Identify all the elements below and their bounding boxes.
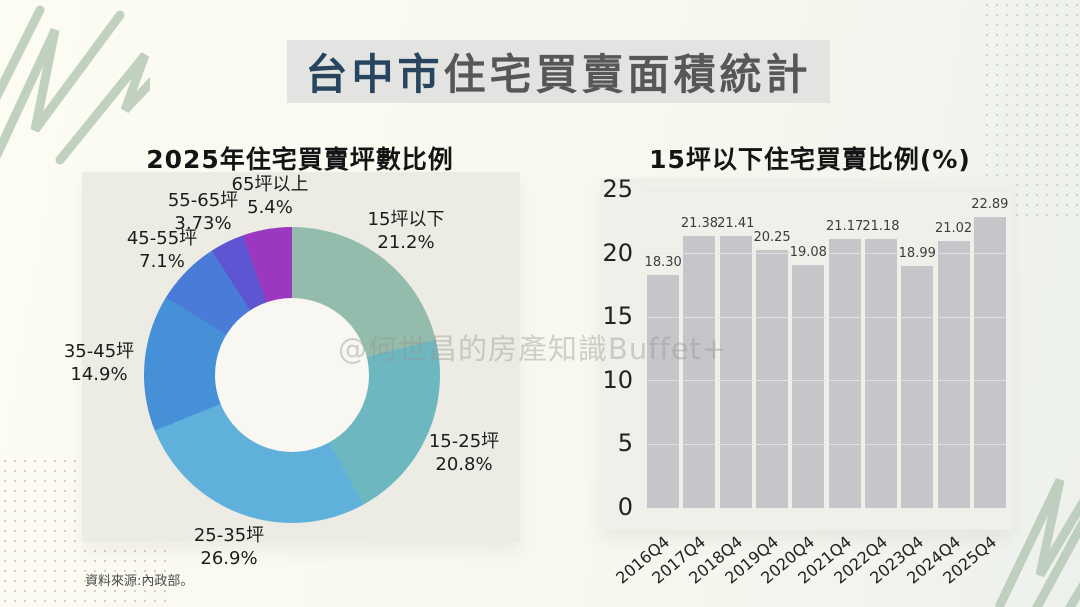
donut-label-text: 65坪以上 <box>231 174 309 195</box>
donut-label-text: 55-65坪 <box>167 190 239 211</box>
donut-label-value: 14.9% <box>70 364 128 385</box>
bar <box>864 238 897 508</box>
y-axis-tick-label: 0 <box>617 493 633 521</box>
donut-chart-title: 2025年住宅買賣坪數比例 <box>146 145 454 174</box>
bar <box>973 216 1006 508</box>
bar-value-label: 21.41 <box>717 215 755 231</box>
donut-label-text: 45-55坪 <box>126 228 198 249</box>
bar-value-label: 21.38 <box>680 216 719 232</box>
gridline <box>645 380 1008 382</box>
bar <box>647 275 680 508</box>
bar <box>937 240 970 508</box>
donut-label-value: 3.73% <box>174 213 232 234</box>
bar <box>756 250 789 508</box>
donut-label-35-45: 35-45坪 14.9% <box>34 340 164 386</box>
bar-value-label: 21.02 <box>934 220 973 236</box>
donut-label-under-15: 15坪以下 21.2% <box>341 208 471 254</box>
y-axis-tick-label: 25 <box>602 175 633 203</box>
watermark: @何世昌的房產知識Buffet+ <box>338 332 728 366</box>
donut-label-text: 35-45坪 <box>63 341 135 362</box>
donut-label-15-25: 15-25坪 20.8% <box>399 430 529 476</box>
donut-label-55-65: 55-65坪 3.73% <box>138 189 268 235</box>
page-title-rest: 住宅買賣面積統計 <box>443 50 812 99</box>
bar-chart-plot: 0 5 10 15 20 25 18.30 2016Q4 21.38 2017Q4 21.41 201… <box>602 175 1008 588</box>
donut-label-25-35: 25-35坪 26.9% <box>164 524 294 570</box>
donut-chart <box>144 227 440 523</box>
gridline-overlay <box>645 189 1008 191</box>
gridline-overlay <box>645 380 1008 382</box>
bar-value-label: 21.18 <box>862 218 900 234</box>
y-axis-tick-label: 10 <box>602 365 633 394</box>
donut-hole <box>215 298 369 452</box>
gridline-overlay <box>645 253 1008 255</box>
gridline-overlay <box>645 443 1008 445</box>
bar <box>719 235 752 508</box>
gridline-overlay <box>645 316 1008 318</box>
bar <box>683 236 716 508</box>
donut-label-over-65: 65坪以上 5.4% <box>205 173 335 219</box>
bar-value-label: 18.99 <box>898 246 936 262</box>
bar-value-label: 21.17 <box>826 218 864 234</box>
bar-value-label: 19.08 <box>789 245 827 261</box>
donut-label-value: 26.9% <box>200 548 258 569</box>
bar-value-label: 18.30 <box>644 255 682 271</box>
donut-label-value: 21.2% <box>377 232 435 253</box>
y-axis-tick-label: 15 <box>602 302 633 331</box>
page-title-city: 台中市 <box>305 50 444 99</box>
page-title: 台中市 住宅買賣面積統計 <box>287 40 830 103</box>
bar <box>901 266 934 508</box>
donut-label-value: 5.4% <box>247 197 293 218</box>
bar-chart-title: 15坪以下住宅買賣比例(%) <box>649 145 971 174</box>
bar <box>792 265 825 508</box>
bar-value-label: 22.89 <box>971 196 1009 212</box>
y-axis-tick-label: 5 <box>617 429 633 458</box>
donut-label-text: 25-35坪 <box>193 525 265 546</box>
donut-label-text: 15坪以下 <box>367 209 445 230</box>
donut-label-45-55: 45-55坪 7.1% <box>97 227 227 273</box>
gridline <box>645 443 1008 445</box>
gridline <box>645 316 1008 318</box>
donut-label-value: 7.1% <box>139 251 185 272</box>
gridline <box>645 189 1008 191</box>
y-axis-tick-label: 20 <box>602 238 633 267</box>
bar-value-label: 20.25 <box>753 230 791 246</box>
source-note: 資料來源:內政部。 <box>85 574 194 589</box>
donut-label-text: 15-25坪 <box>428 431 500 452</box>
gridline <box>645 253 1008 255</box>
bar <box>828 238 861 508</box>
donut-label-value: 20.8% <box>435 454 493 475</box>
